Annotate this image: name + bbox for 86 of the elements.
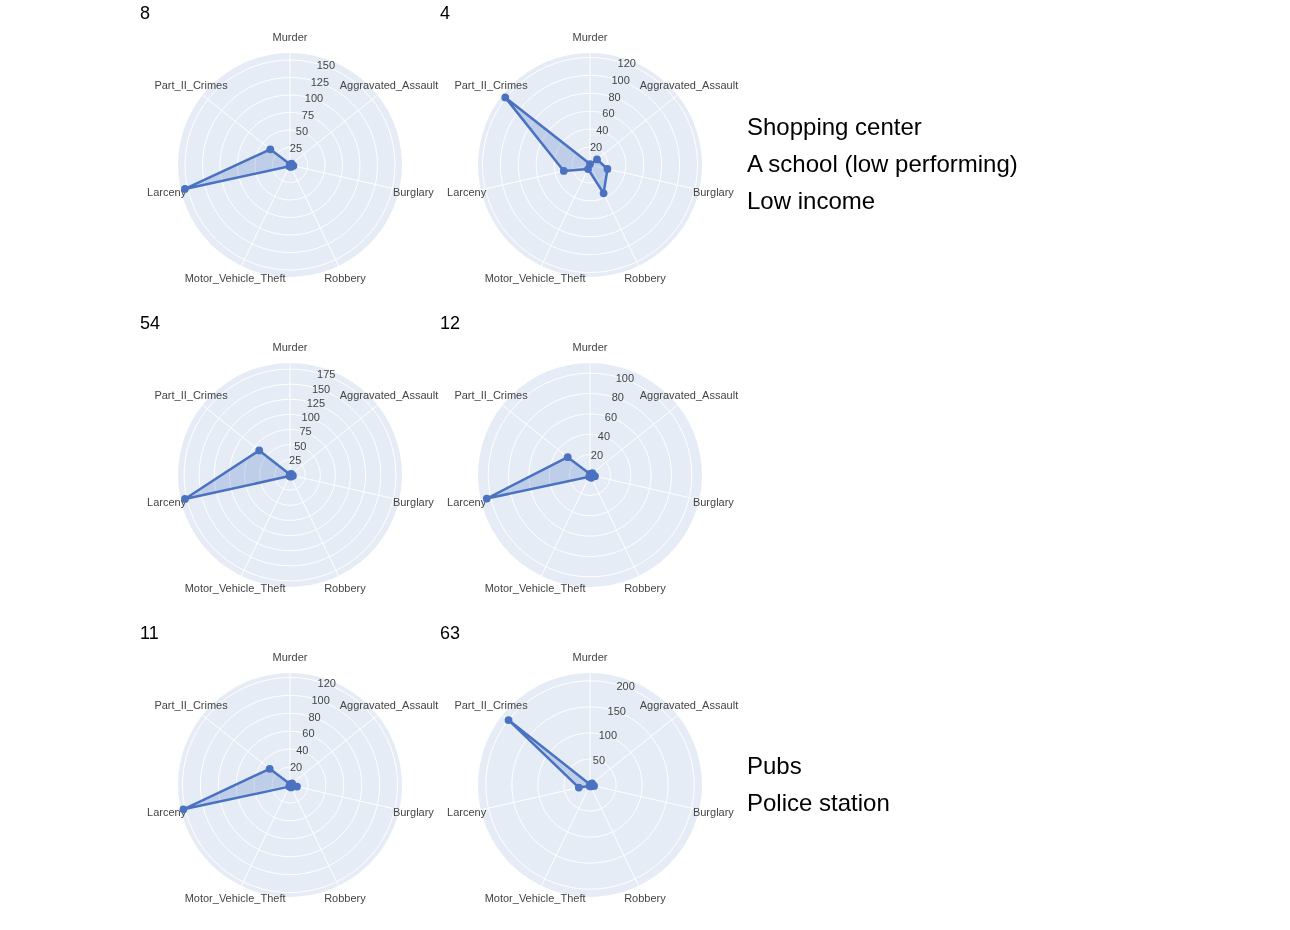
spoke-label: Robbery: [624, 892, 667, 905]
y-tick-label: 100: [598, 729, 617, 742]
y-tick-label: 20: [290, 761, 303, 774]
chart-title: 63: [440, 623, 461, 643]
y-tick-label: 150: [316, 59, 336, 72]
spoke-label: Burglary: [692, 806, 735, 819]
spoke-label: Larceny: [447, 496, 487, 509]
y-tick-label: 175: [317, 368, 336, 381]
spoke-label: Larceny: [447, 806, 487, 819]
y-tick-label: 40: [596, 124, 609, 137]
text: A school (low performing): [747, 150, 1018, 177]
y-tick-label: 50: [294, 439, 307, 452]
spoke-label: Part_II_Crimes: [154, 79, 229, 92]
text: Shopping center: [747, 113, 922, 140]
chart-title: 11: [140, 623, 159, 643]
spoke-label: Part_II_Crimes: [454, 79, 529, 92]
y-tick-label: 100: [301, 411, 320, 424]
spoke-label: Aggravated_Assault: [339, 79, 439, 92]
y-tick-label: 120: [617, 56, 636, 69]
spoke-label: Murder: [272, 341, 308, 354]
y-tick-label: 80: [608, 90, 621, 103]
chart-title: 54: [140, 313, 161, 333]
spoke-label: Motor_Vehicle_Theft: [484, 272, 586, 285]
spoke-label: Aggravated_Assault: [639, 699, 739, 712]
y-tick-label: 60: [602, 107, 615, 120]
spoke-label: Part_II_Crimes: [454, 389, 529, 402]
spoke-label: Burglary: [392, 496, 435, 509]
y-tick-label: 75: [301, 108, 315, 121]
y-tick-label: 20: [590, 141, 603, 154]
spoke-label: Robbery: [624, 272, 667, 285]
spoke-label: Motor_Vehicle_Theft: [184, 272, 286, 285]
spoke-label: Burglary: [392, 806, 435, 819]
text: Police station: [747, 788, 890, 816]
spoke-label: Motor_Vehicle_Theft: [484, 892, 586, 905]
y-tick-label: 125: [310, 75, 330, 88]
y-tick-label: 125: [306, 396, 326, 409]
y-tick-label: 200: [616, 680, 635, 693]
spoke-label: Burglary: [692, 186, 735, 199]
y-tick-label: 25: [289, 453, 302, 466]
y-tick-label: 100: [311, 693, 330, 706]
y-tick-label: 25: [289, 141, 303, 154]
y-tick-label: 80: [611, 391, 624, 404]
spoke-label: Murder: [572, 651, 608, 664]
chart-title: 8: [140, 3, 151, 23]
y-tick-label: 100: [615, 372, 634, 385]
spoke-label: Aggravated_Assault: [639, 79, 739, 92]
spoke-label: Motor_Vehicle_Theft: [184, 892, 286, 905]
spoke-label: Murder: [572, 341, 608, 354]
spoke-label: Part_II_Crimes: [154, 699, 229, 712]
spoke-label: Part_II_Crimes: [454, 699, 529, 712]
chart-title: 12: [440, 313, 461, 333]
spoke-label: Aggravated_Assault: [339, 699, 439, 712]
y-tick-label: 40: [296, 744, 309, 757]
y-tick-label: 20: [590, 448, 604, 461]
spoke-label: Murder: [272, 651, 308, 664]
spoke-label: Aggravated_Assault: [339, 389, 439, 402]
y-tick-label: 100: [304, 92, 324, 105]
y-tick-label: 120: [317, 676, 336, 689]
spoke-label: Murder: [272, 31, 308, 44]
y-tick-label: 100: [611, 73, 630, 86]
y-tick-label: 80: [308, 710, 321, 723]
spoke-label: Larceny: [147, 186, 187, 199]
spoke-label: Robbery: [324, 272, 367, 285]
spoke-label: Aggravated_Assault: [639, 389, 739, 402]
y-tick-label: 50: [592, 753, 606, 766]
spoke-label: Larceny: [147, 496, 187, 509]
y-tick-label: 150: [607, 704, 626, 717]
spoke-label: Murder: [572, 31, 608, 44]
y-tick-label: 150: [311, 382, 331, 395]
y-tick-label: 40: [597, 429, 611, 442]
spoke-label: Robbery: [324, 892, 367, 905]
spoke-label: Burglary: [392, 186, 435, 199]
spoke-label: Robbery: [624, 582, 667, 595]
spoke-label: Burglary: [692, 496, 735, 509]
y-tick-label: 50: [295, 125, 309, 138]
y-tick-label: 75: [299, 425, 312, 438]
spoke-label: Robbery: [324, 582, 367, 595]
y-tick-label: 60: [604, 410, 618, 423]
chart-title: 4: [440, 3, 451, 23]
y-tick-label: 60: [302, 727, 315, 740]
text: Pubs: [747, 751, 802, 779]
spoke-label: Part_II_Crimes: [154, 389, 229, 402]
text: Low income: [747, 187, 876, 214]
spoke-label: Motor_Vehicle_Theft: [484, 582, 586, 595]
spoke-label: Larceny: [447, 186, 487, 199]
spoke-label: Motor_Vehicle_Theft: [184, 582, 286, 595]
